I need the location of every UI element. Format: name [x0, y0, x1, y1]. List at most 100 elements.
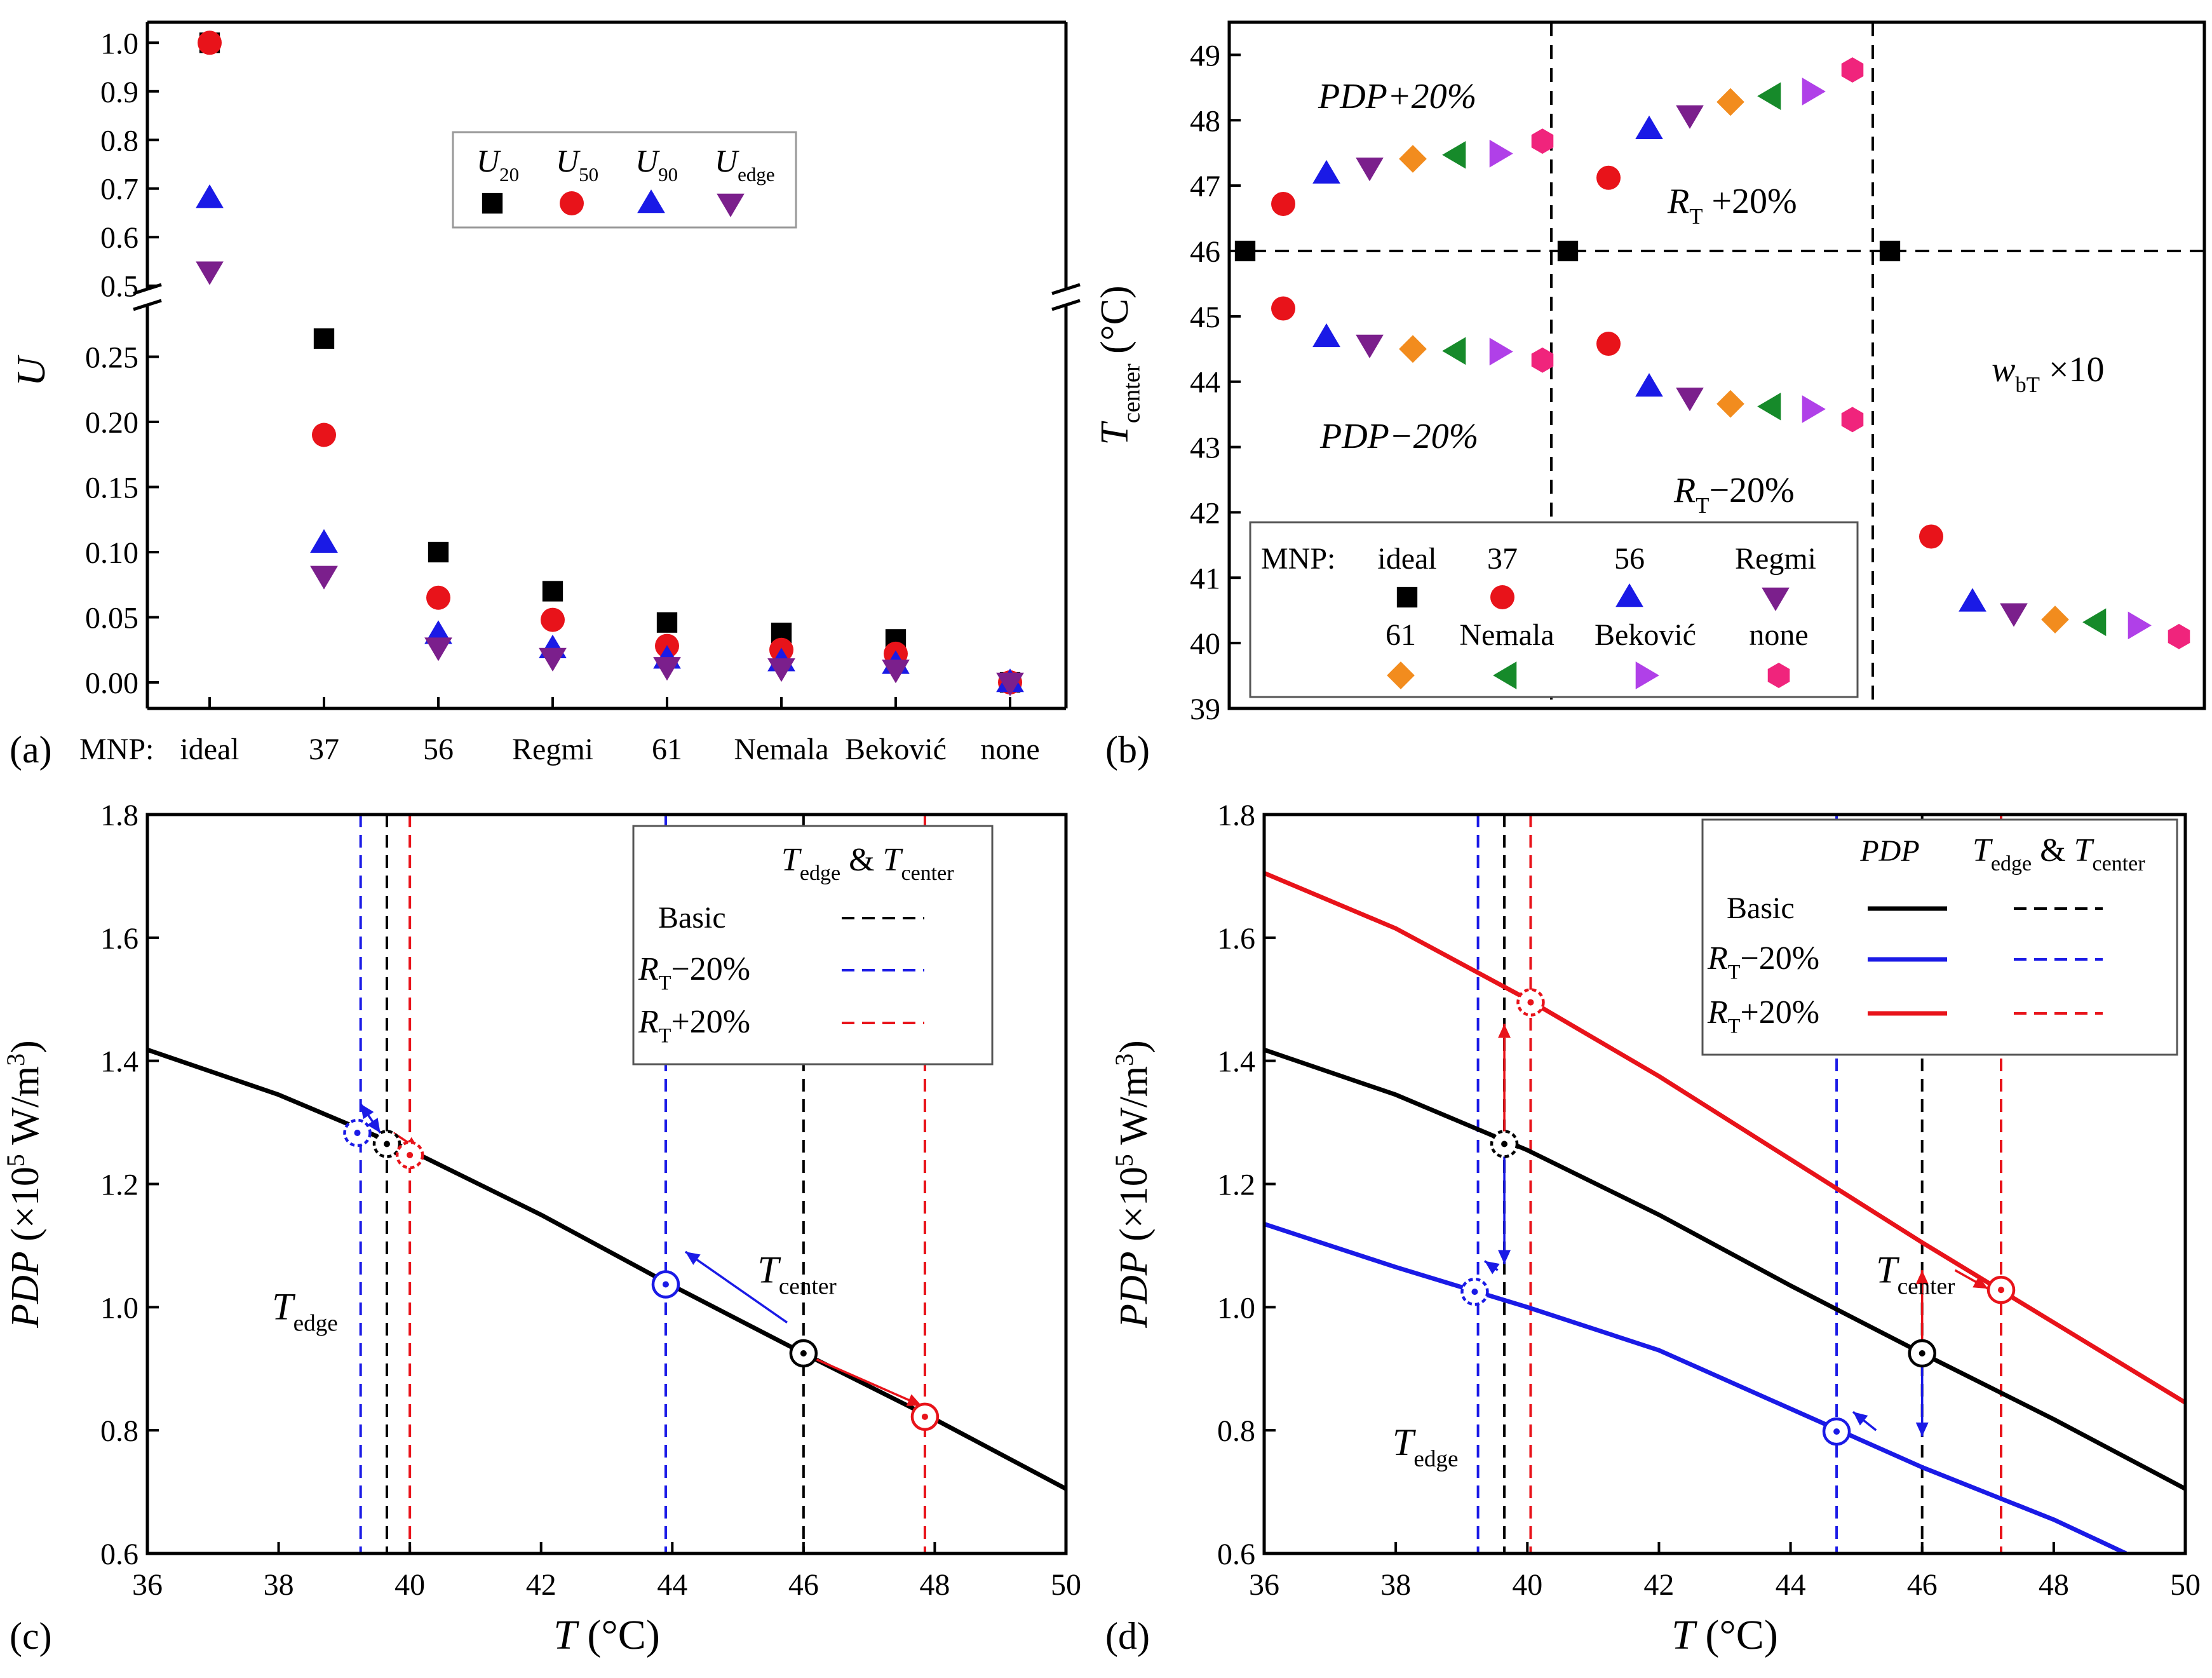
- x-tick-label: 50: [1051, 1568, 1081, 1602]
- y-tick-label: 0.05: [85, 602, 138, 635]
- data-point: [1802, 78, 1826, 105]
- data-point-Uedge: [882, 660, 910, 684]
- data-point: [1716, 88, 1744, 116]
- y-tick-label: 1.4: [100, 1045, 138, 1079]
- panel-label: (b): [1105, 729, 1150, 771]
- legend-header: Tedge & Tcenter: [1973, 832, 2145, 876]
- arrow-head: [1498, 1024, 1511, 1038]
- legend-label: Beković: [1595, 618, 1696, 652]
- intersection-dot: [1833, 1428, 1840, 1435]
- legend-label: none: [1749, 618, 1808, 652]
- intersection-dot: [921, 1413, 928, 1420]
- intersection-dot: [1919, 1350, 1925, 1357]
- legend-label: 61: [1386, 618, 1416, 652]
- data-point-ideal: [1234, 240, 1256, 262]
- data-point: [1531, 347, 1554, 373]
- legend-marker: [560, 191, 584, 215]
- y-axis-label: PDP (×105 W/m3): [1110, 1040, 1156, 1329]
- group-label: RT−20%: [1673, 471, 1795, 518]
- shift-arrow: [816, 1358, 922, 1407]
- legend-marker: [637, 189, 665, 213]
- x-prefix-label: MNP:: [79, 733, 154, 766]
- pdp-curve: [147, 1047, 1066, 1491]
- y-tick-label: 1.4: [1217, 1045, 1255, 1079]
- legend-header-col1: PDP: [1859, 834, 1919, 868]
- intersection-dot: [1998, 1287, 2004, 1294]
- annotation-label: Tcenter: [1876, 1249, 1955, 1300]
- x-axis-label: T (°C): [553, 1612, 660, 1658]
- x-tick-label: 46: [1907, 1568, 1938, 1602]
- legend-box: [1249, 521, 1859, 698]
- legend-label: Basic: [1727, 891, 1795, 925]
- legend-box: [632, 825, 994, 1066]
- legend-label: Nemala: [1459, 618, 1554, 652]
- group-label: RT +20%: [1667, 182, 1797, 229]
- x-tick-label: 38: [1380, 1568, 1411, 1602]
- data-point-U20: [656, 612, 678, 633]
- x-tick-label: 44: [657, 1568, 687, 1602]
- intersection-dot: [354, 1130, 361, 1137]
- annotation-label: Tedge: [272, 1286, 338, 1337]
- y-tick-label: 1.6: [100, 922, 138, 956]
- data-point: [2041, 606, 2069, 633]
- legend-box: [452, 131, 797, 229]
- data-point: [1676, 388, 1704, 412]
- legend-marker: [717, 193, 745, 217]
- data-point: [1596, 332, 1621, 356]
- y-tick-label: 40: [1190, 627, 1220, 661]
- x-tick-label: Nemala: [734, 733, 828, 766]
- data-point: [1841, 407, 1864, 433]
- legend-label: RT+20%: [1707, 994, 1819, 1038]
- data-point-U50: [198, 30, 222, 55]
- axis-break-left: [133, 299, 162, 311]
- x-tick-label: 48: [2039, 1568, 2069, 1602]
- y-tick-label: 0.00: [85, 666, 138, 700]
- legend-label: U90: [635, 143, 678, 186]
- x-tick-label: ideal: [180, 733, 239, 766]
- panel-d: 36 38 40 42 44 46 48 50 0.6 0.8 1.0 1.2 1.4 1.6 1.8 T (…: [1105, 799, 2201, 1658]
- y-axis-label: U: [8, 355, 53, 386]
- data-point: [1802, 395, 1826, 423]
- data-point: [1271, 191, 1295, 216]
- x-tick-label: 46: [788, 1568, 819, 1602]
- data-point: [1716, 389, 1744, 418]
- data-point: [1312, 159, 1340, 184]
- y-tick-label: 48: [1190, 104, 1220, 138]
- x-tick-label: 56: [423, 733, 454, 766]
- legend-label: RT−20%: [638, 951, 750, 994]
- legend-marker: [1767, 663, 1790, 688]
- panel-a: 0.5 0.6 0.7 0.8 0.9 1.0 0.00 0.05 0.10 0.15 0.20 0.…: [8, 20, 1081, 771]
- panel-label: (d): [1105, 1615, 1150, 1657]
- x-tick-label: 44: [1776, 1568, 1806, 1602]
- data-point: [1531, 128, 1554, 154]
- data-point-U20: [542, 581, 563, 602]
- panel-label: (c): [10, 1615, 52, 1657]
- y-axis-label: Tcenter (°C): [1093, 285, 1145, 445]
- y-tick-label: 49: [1190, 39, 1220, 72]
- data-point: [1442, 337, 1466, 365]
- y-tick-label: 0.6: [1217, 1538, 1255, 1571]
- pdp-curve: [1264, 1222, 2128, 1553]
- y-tick-label: 0.20: [85, 406, 138, 440]
- data-point: [1489, 139, 1513, 168]
- data-point: [1271, 296, 1295, 321]
- data-point-Uedge: [653, 657, 681, 681]
- data-point-U20: [428, 541, 449, 563]
- data-point: [1919, 524, 1943, 549]
- x-tick-label: Regmi: [512, 733, 593, 766]
- y-tick-label: 0.25: [85, 341, 138, 375]
- data-point: [1356, 158, 1384, 182]
- plot-frame: [1227, 20, 2206, 710]
- legend-label: U50: [556, 143, 598, 186]
- arrow-head: [1484, 1261, 1500, 1275]
- data-point-Uedge: [996, 672, 1024, 696]
- y-tick-label: 0.15: [85, 471, 138, 505]
- y-tick-label: 42: [1190, 496, 1220, 530]
- legend-label: 37: [1487, 542, 1518, 576]
- panel-b: 39 40 41 42 43 44 45 46 47 48 49 Tcenter (°C) (b) PDP…: [1093, 20, 2206, 771]
- y-tick-label: 39: [1190, 693, 1220, 726]
- legend-header: Tedge & Tcenter: [781, 842, 954, 885]
- annotation-label: Tedge: [1393, 1421, 1459, 1472]
- data-point: [1676, 105, 1704, 129]
